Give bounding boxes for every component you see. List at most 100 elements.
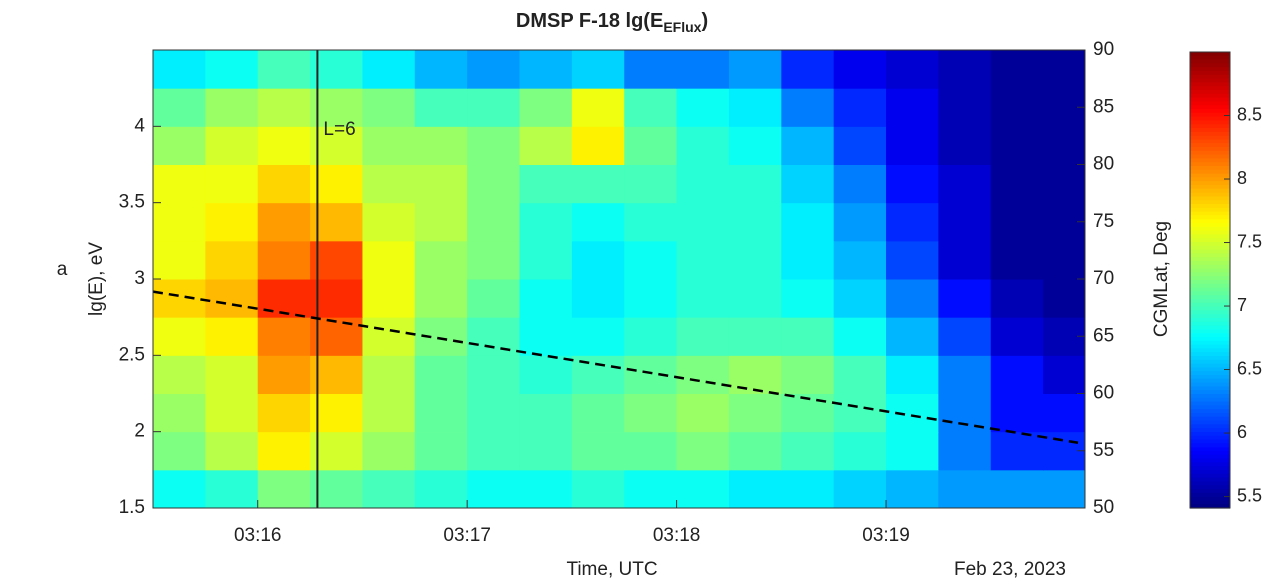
heatmap-cell [257,88,311,127]
heatmap-cell [781,469,835,508]
heatmap-cell [833,164,887,204]
colorbar-step [1190,131,1230,137]
panel-label: a [57,259,68,280]
y2-tick-label: 65 [1093,325,1114,346]
heatmap-cell [414,202,468,242]
heatmap-cell [414,431,468,471]
colorbar-step [1190,454,1230,460]
colorbar-step [1190,219,1230,224]
heatmap-cell [1043,393,1085,433]
colorbar-step [1190,397,1230,403]
heatmap-cell [624,469,678,508]
colorbar-step [1190,325,1230,330]
heatmap-cell [362,164,416,204]
heatmap-cell [205,126,259,165]
colorbar-step [1190,287,1230,292]
heatmap-cell [781,317,835,356]
colorbar-step [1190,230,1230,235]
colorbar-step [1190,310,1230,315]
colorbar-step [1190,97,1230,102]
heatmap-cell [153,469,206,508]
heatmap-cell [728,126,782,165]
y2-tick-label: 90 [1093,39,1114,60]
heatmap-cell [362,202,416,242]
heatmap-cell [205,431,259,471]
colorbar-step [1190,333,1230,338]
heatmap-cell [467,88,521,127]
colorbar-step [1190,204,1230,209]
heatmap-cell [1043,202,1085,242]
colorbar-tick-label: 6 [1237,422,1247,442]
colorbar-step [1190,207,1230,213]
colorbar-step [1190,158,1230,163]
colorbar-step [1190,280,1230,285]
heatmap-cell [571,431,625,471]
colorbar-step [1190,466,1230,471]
colorbar-step [1190,405,1230,410]
heatmap-cell [624,164,678,204]
heatmap-cell [467,50,521,89]
colorbar-step [1190,150,1230,156]
heatmap-cell [362,126,416,165]
heatmap-cell [310,279,363,318]
heatmap-cell [414,164,468,204]
colorbar-step [1190,416,1230,422]
colorbar-step [1190,321,1230,327]
colorbar-tick-label: 8.5 [1237,104,1262,124]
heatmap-cell [624,431,678,471]
heatmap-cell [257,126,311,165]
heatmap-cell [886,469,939,508]
heatmap-cell [624,240,678,280]
heatmap-cell [571,126,625,165]
heatmap-cell [571,88,625,127]
heatmap-cell [676,469,730,508]
heatmap-cell [257,202,311,242]
heatmap-cell [728,393,782,433]
heatmap-cell [1043,50,1085,89]
heatmap-cell [938,355,992,394]
heatmap-cell [467,202,521,242]
colorbar-step [1190,462,1230,467]
colorbar-step [1190,105,1230,110]
heatmap-cell [728,164,782,204]
colorbar-step [1190,337,1230,342]
colorbar-step [1190,432,1230,437]
heatmap-cell [728,317,782,356]
heatmap-cell [938,50,992,89]
heatmap-cell [257,431,311,471]
heatmap-cell [362,279,416,318]
heatmap-cell [1043,240,1085,280]
heatmap-cell [362,50,416,89]
colorbar-step [1190,470,1230,475]
heatmap-cell [519,279,573,318]
heatmap-cell [886,355,939,394]
heatmap-cell [728,88,782,127]
y2-tick-label: 80 [1093,154,1114,175]
heatmap-cell [676,50,730,89]
heatmap-cell [153,317,206,356]
colorbar-tick-label: 6.5 [1237,358,1262,378]
colorbar-step [1190,420,1230,425]
heatmap-cell [676,431,730,471]
title-sub: EFlux [663,19,701,35]
heatmap-cell [624,393,678,433]
heatmap-cell [205,240,259,280]
heatmap-cell [833,202,887,242]
heatmap-cell [571,50,625,89]
heatmap-cell [414,88,468,127]
heatmap-cell [1043,431,1085,471]
heatmap-cell [153,393,206,433]
title-part: ) [701,10,708,32]
heatmap-cell [467,469,521,508]
colorbar-step [1190,329,1230,334]
heatmap-cell [833,240,887,280]
heatmap-cell [676,317,730,356]
colorbar-step [1190,249,1230,254]
heatmap-cell [310,317,363,356]
heatmap-cell [153,240,206,280]
heatmap-cell [467,279,521,318]
heatmap-cell [257,240,311,280]
x-tick-label: 03:16 [234,525,282,546]
colorbar-step [1190,272,1230,277]
heatmap-cell [990,164,1044,204]
